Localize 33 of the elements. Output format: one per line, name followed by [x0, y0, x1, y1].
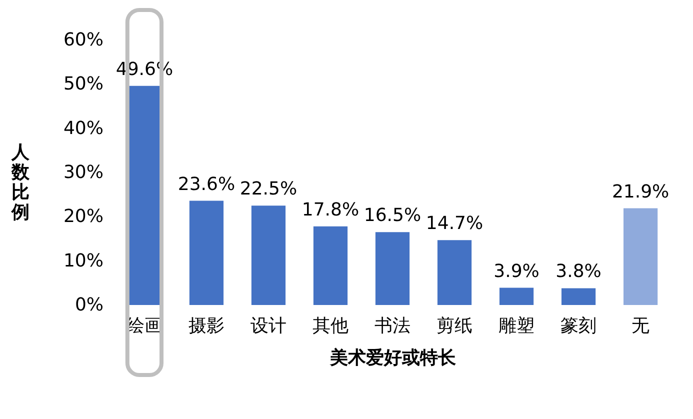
bar [251, 206, 286, 305]
x-axis-title: 美术爱好或特长 [329, 348, 457, 368]
data-label: 21.9% [612, 181, 670, 202]
bar [189, 200, 224, 305]
y-tick-label: 60% [63, 30, 104, 50]
data-label: 16.5% [364, 205, 422, 226]
bar [623, 208, 658, 305]
bar [499, 288, 534, 305]
x-tick-label: 书法 [374, 316, 410, 336]
y-axis-title: 人数比例 [10, 142, 30, 223]
data-label: 22.5% [240, 178, 298, 200]
x-tick-label: 摄影 [188, 316, 224, 336]
bar [375, 232, 410, 305]
bar [437, 240, 472, 305]
x-tick-label: 其他 [312, 316, 348, 336]
y-tick-label: 20% [63, 206, 104, 228]
y-tick-label: 10% [63, 250, 104, 272]
data-label: 3.8% [556, 261, 602, 282]
x-tick-label: 设计 [250, 316, 286, 336]
x-tick-label: 篆刻 [560, 316, 597, 336]
y-tick-label: 30% [63, 162, 104, 183]
bar [561, 288, 596, 305]
bar [313, 226, 348, 305]
data-label: 17.8% [302, 199, 360, 220]
x-tick-label: 雕塑 [498, 316, 535, 336]
data-label: 23.6% [178, 174, 236, 195]
x-tick-label: 无 [632, 316, 650, 336]
y-tick-label: 50% [63, 74, 104, 95]
data-label: 14.7% [426, 213, 484, 234]
y-tick-label: 40% [63, 118, 104, 139]
x-tick-label: 剪纸 [436, 316, 473, 336]
y-tick-label: 0% [74, 294, 104, 316]
data-label: 3.9% [494, 260, 540, 282]
